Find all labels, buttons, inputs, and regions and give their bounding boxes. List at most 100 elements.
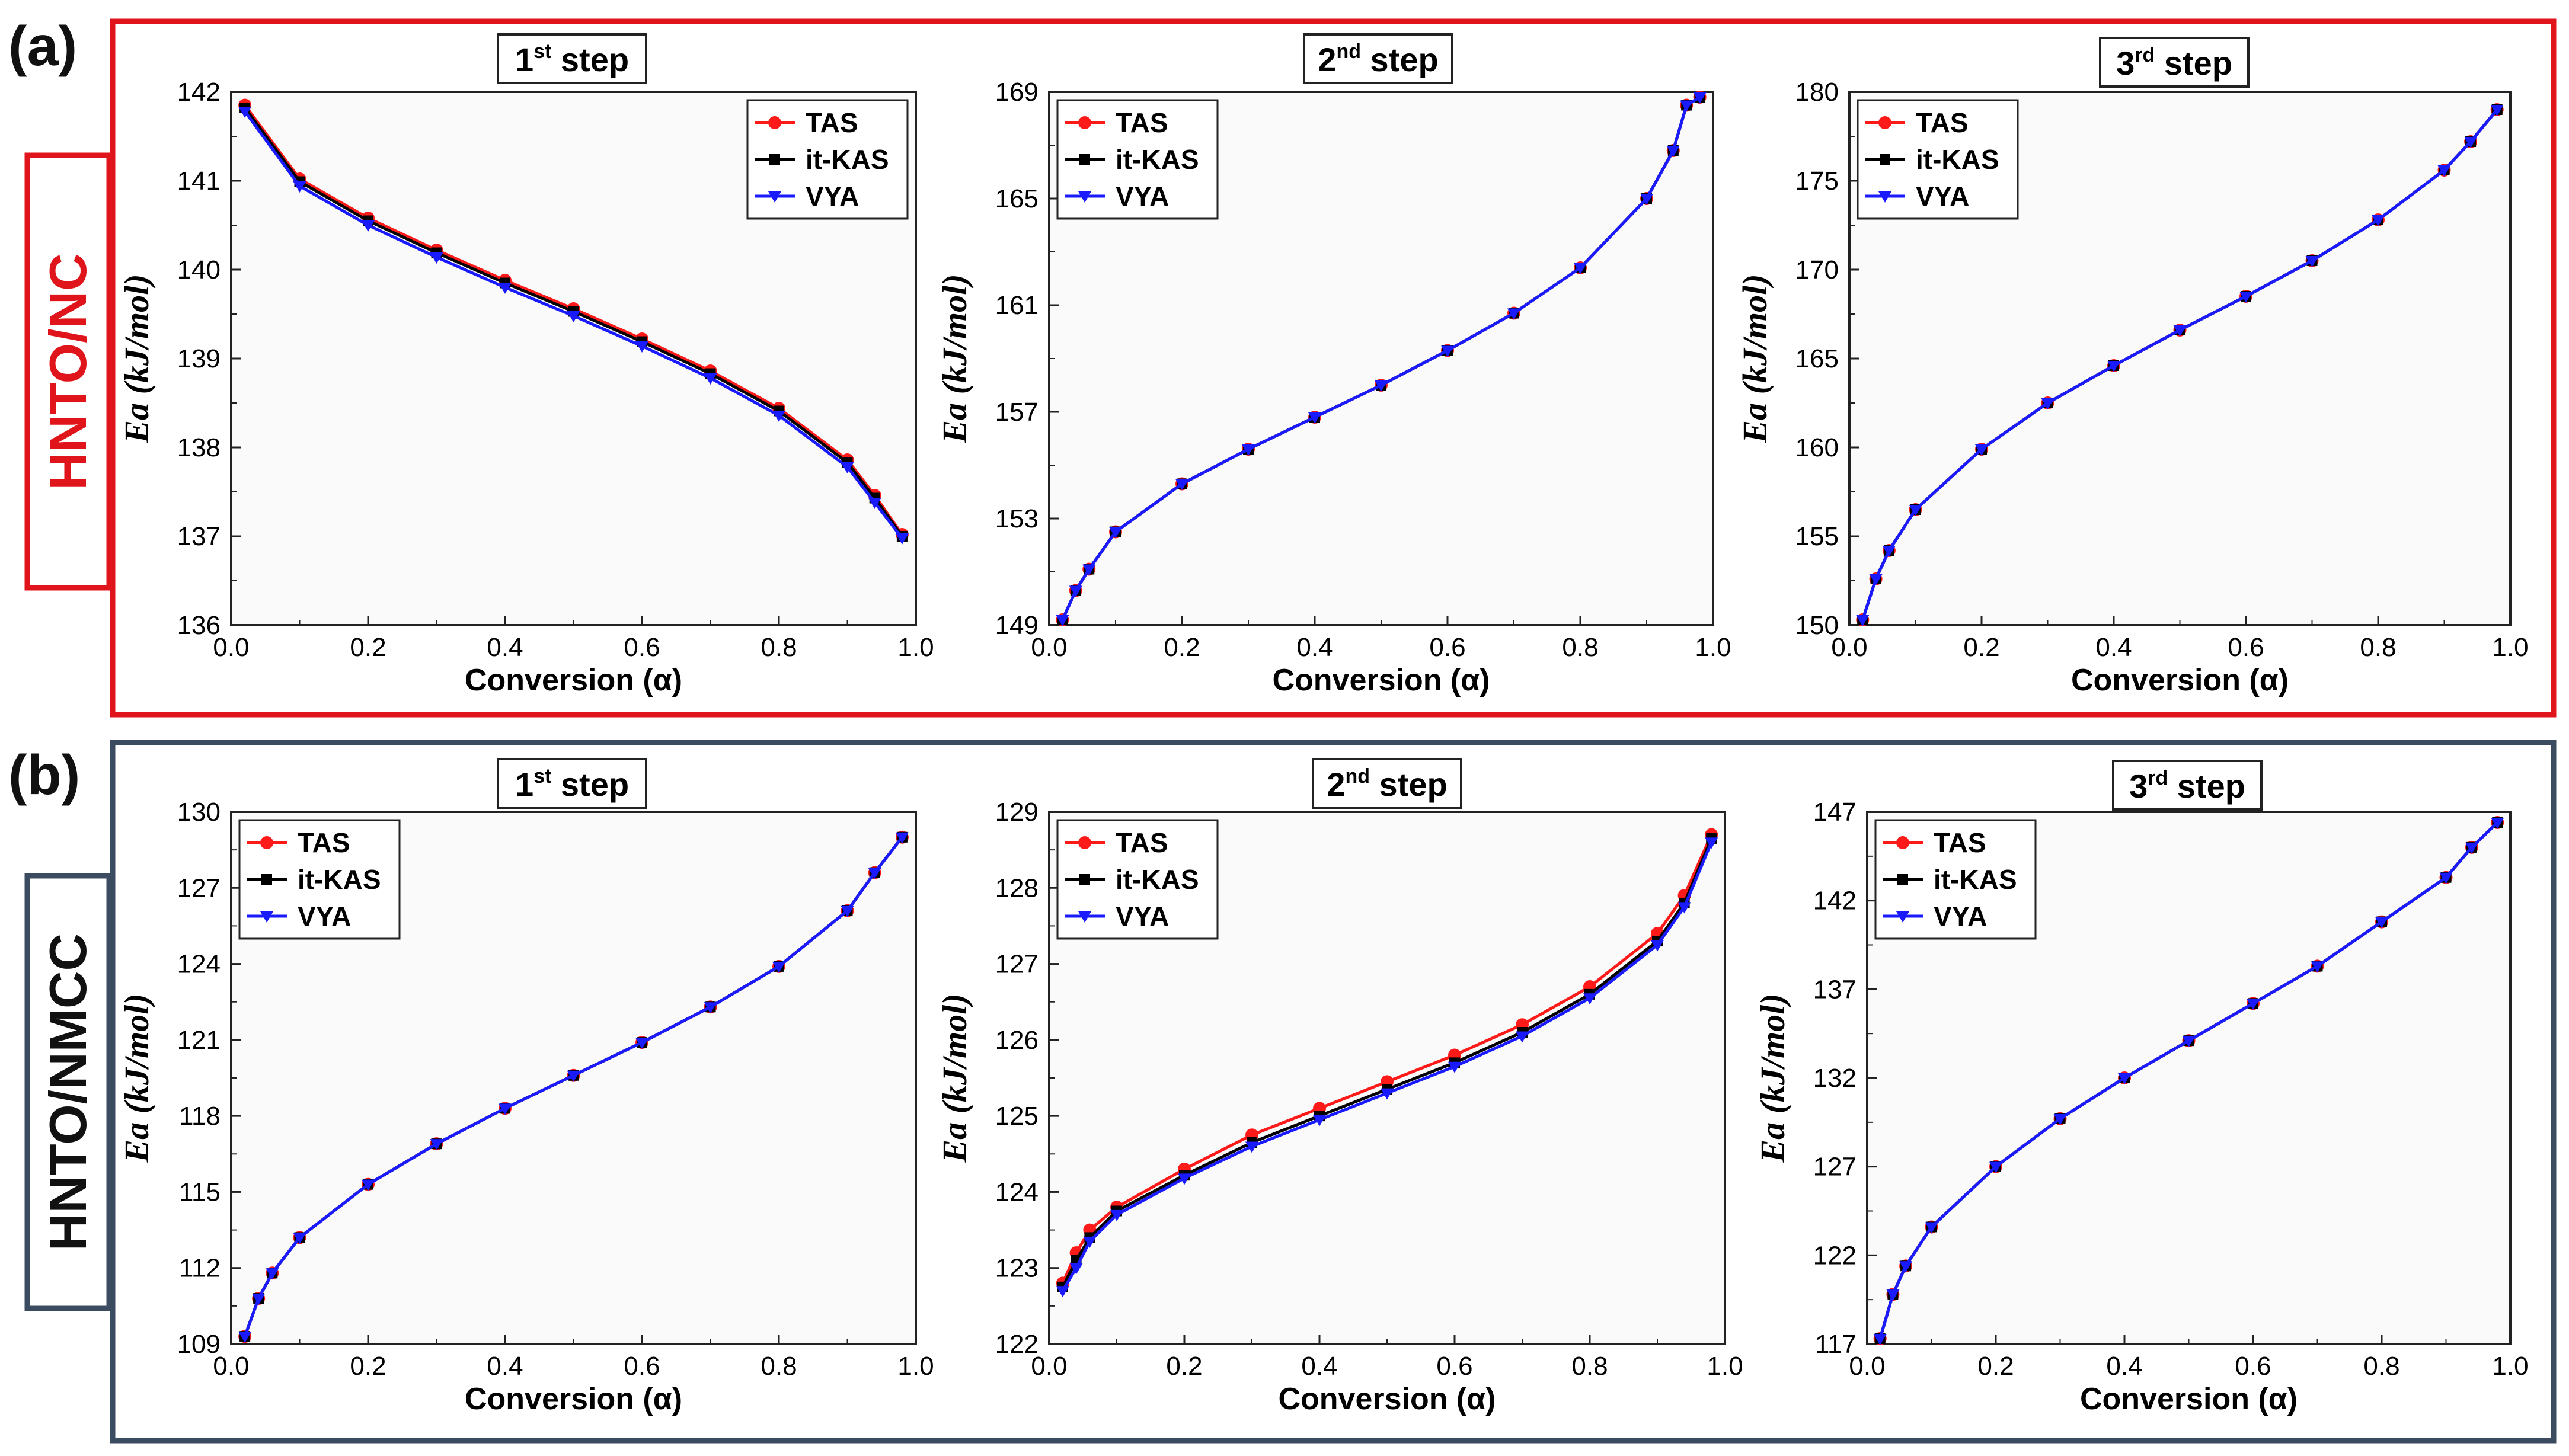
y-tick-label: 138 bbox=[177, 433, 221, 462]
x-axis-title: Conversion (α) bbox=[2080, 1382, 2298, 1416]
y-tick-label: 121 bbox=[177, 1026, 221, 1055]
step-title-number: 2 bbox=[1327, 766, 1345, 803]
y-tick-label: 112 bbox=[179, 1254, 221, 1283]
vya-point bbox=[1677, 902, 1691, 914]
step-title-number: 2 bbox=[1318, 41, 1336, 78]
x-tick-label: 0.6 bbox=[624, 633, 660, 662]
y-tick-label: 180 bbox=[1795, 78, 1839, 107]
vya-point bbox=[567, 1070, 580, 1082]
legend-label: it-KAS bbox=[1916, 144, 1999, 175]
step-title-number: 1 bbox=[515, 766, 533, 803]
vya-point bbox=[704, 1002, 717, 1014]
vya-point bbox=[1909, 505, 1922, 516]
step-title-number: 3 bbox=[2129, 767, 2148, 805]
legend-marker bbox=[1078, 116, 1091, 129]
y-tick-label: 175 bbox=[1795, 167, 1839, 196]
step-title: 1st step bbox=[515, 765, 629, 803]
panel-b-label-box bbox=[24, 873, 112, 1311]
legend-label: it-KAS bbox=[1934, 864, 2017, 895]
x-tick-label: 0.8 bbox=[761, 633, 797, 662]
vya-point bbox=[1651, 940, 1664, 952]
x-axis-title: Conversion (α) bbox=[465, 1382, 682, 1416]
y-tick-label: 155 bbox=[1795, 522, 1839, 551]
y-tick-label: 141 bbox=[177, 167, 221, 196]
x-tick-label: 1.0 bbox=[897, 633, 934, 662]
vya-point bbox=[362, 1179, 375, 1191]
legend-label: TAS bbox=[1934, 827, 1986, 858]
step-title-text: step bbox=[1361, 41, 1439, 78]
step-title-text: step bbox=[1370, 766, 1448, 803]
step-title-number: 1 bbox=[515, 41, 533, 78]
legend-label: VYA bbox=[1916, 181, 1969, 212]
legend-marker bbox=[260, 836, 273, 849]
chart-4: 0.0 0.2 0.4 0.6 0.8 1.0 109 112 115 118 121 124 127 1… bbox=[117, 758, 934, 1416]
vya-point bbox=[2053, 1113, 2067, 1125]
vya-point bbox=[238, 1332, 252, 1343]
vya-point bbox=[2305, 256, 2319, 267]
chart-1: 0.0 0.2 0.4 0.6 0.8 1.0 136 137 138 139 140 141 142 C… bbox=[117, 33, 934, 697]
y-tick-label: 160 bbox=[1795, 433, 1839, 462]
vya-point bbox=[2239, 292, 2252, 303]
series-line-VYA bbox=[244, 110, 903, 539]
vya-point bbox=[1666, 146, 1680, 157]
vya-point bbox=[1082, 564, 1096, 576]
vya-point bbox=[868, 868, 881, 879]
vya-point bbox=[293, 181, 306, 193]
step-title-text: step bbox=[551, 766, 629, 803]
vya-point bbox=[2490, 105, 2504, 116]
x-tick-label: 1.0 bbox=[2492, 1352, 2528, 1381]
vya-point bbox=[2118, 1073, 2131, 1084]
charts: 0.0 0.2 0.4 0.6 0.8 1.0 136 137 138 139 140 141 142 C… bbox=[117, 33, 2529, 1416]
vya-point bbox=[1178, 1173, 1191, 1185]
vya-point bbox=[2247, 999, 2260, 1010]
vya-point bbox=[1069, 585, 1082, 597]
legend-marker bbox=[1079, 874, 1090, 885]
vya-point bbox=[1574, 263, 1587, 274]
chart-2: 0.0 0.2 0.4 0.6 0.8 1.0 149 153 157 161 165 169 Conv… bbox=[935, 33, 1731, 697]
step-title-superscript: rd bbox=[2135, 44, 2155, 66]
legend-label: TAS bbox=[1116, 827, 1168, 858]
vya-point bbox=[1680, 100, 1694, 112]
y-tick-label: 142 bbox=[177, 78, 221, 107]
legend-marker bbox=[1079, 154, 1090, 165]
y-tick-label: 137 bbox=[177, 522, 221, 551]
legend-label: it-KAS bbox=[806, 144, 889, 175]
vya-point bbox=[362, 220, 375, 232]
step-title-text: step bbox=[2168, 767, 2245, 805]
legend-marker bbox=[769, 154, 780, 165]
y-tick-label: 149 bbox=[995, 611, 1039, 640]
x-tick-label: 0.0 bbox=[1831, 633, 1867, 662]
vya-point bbox=[704, 373, 717, 385]
vya-point bbox=[499, 283, 512, 294]
x-tick-label: 0.4 bbox=[2095, 633, 2132, 662]
step-title: 1st step bbox=[515, 40, 629, 78]
y-tick-label: 165 bbox=[1795, 344, 1839, 373]
step-title-box bbox=[497, 33, 647, 84]
vya-point bbox=[1110, 1209, 1123, 1221]
y-tick-label: 161 bbox=[995, 291, 1039, 320]
vya-point bbox=[1069, 1263, 1083, 1275]
series-line-VYA bbox=[1878, 821, 2499, 1339]
y-tick-label: 127 bbox=[177, 873, 221, 903]
vya-point bbox=[1056, 1286, 1069, 1298]
x-tick-label: 0.8 bbox=[2360, 633, 2396, 662]
legend-marker bbox=[1078, 911, 1091, 923]
vya-point bbox=[841, 905, 854, 917]
legend-label: it-KAS bbox=[1116, 144, 1199, 175]
vya-point bbox=[635, 341, 648, 353]
step-title-box bbox=[497, 758, 647, 809]
vya-point bbox=[1507, 308, 1520, 320]
y-tick-label: 142 bbox=[1813, 887, 1857, 916]
vya-point bbox=[1882, 546, 1896, 557]
vya-point bbox=[1375, 380, 1388, 392]
y-tick-label: 130 bbox=[177, 798, 221, 827]
x-tick-label: 0.2 bbox=[350, 633, 386, 662]
legend-label: TAS bbox=[806, 107, 858, 138]
legend-marker bbox=[1878, 116, 1891, 129]
y-tick-label: 127 bbox=[995, 950, 1039, 979]
step-title: 3rd step bbox=[2129, 767, 2245, 805]
chart-5: 0.0 0.2 0.4 0.6 0.8 1.0 122 123 124 125 126 127 128 1… bbox=[935, 758, 1743, 1416]
legend-label: VYA bbox=[806, 181, 859, 212]
vya-point bbox=[430, 1139, 443, 1151]
legend-marker bbox=[1078, 836, 1091, 849]
